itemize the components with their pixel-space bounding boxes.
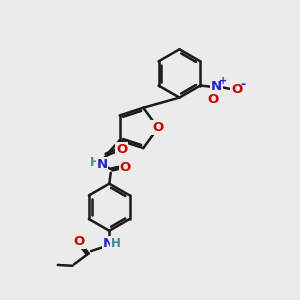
Text: O: O — [120, 161, 131, 174]
Text: O: O — [207, 93, 219, 106]
Text: -: - — [241, 78, 246, 92]
Text: N: N — [102, 237, 113, 250]
Text: +: + — [219, 76, 227, 86]
Text: N: N — [96, 158, 107, 171]
Text: H: H — [111, 237, 121, 250]
Text: O: O — [116, 143, 127, 156]
Text: H: H — [90, 156, 100, 169]
Text: N: N — [211, 80, 222, 94]
Text: O: O — [74, 235, 85, 248]
Text: O: O — [231, 83, 242, 96]
Text: O: O — [152, 122, 164, 134]
